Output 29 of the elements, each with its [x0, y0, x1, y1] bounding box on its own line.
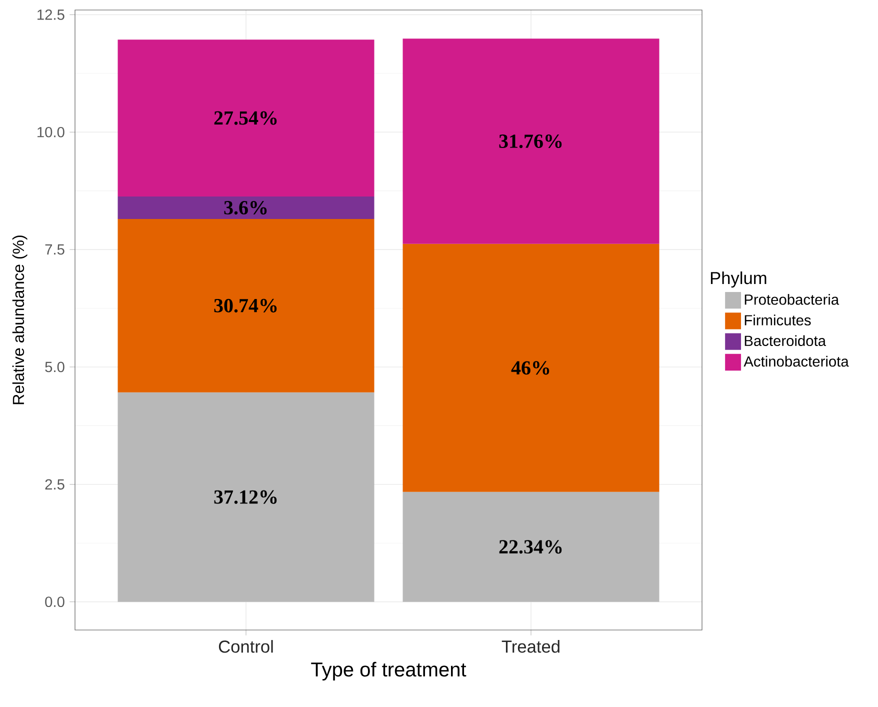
y-tick-label: 12.5: [38, 10, 64, 20]
annotation: 30.74%: [214, 298, 277, 312]
bar: [402, 244, 660, 492]
y-tick-label: 0.0: [45, 596, 64, 608]
legend-label: Actinobacteriota: [744, 356, 849, 367]
annotation: 27.54%: [214, 111, 277, 125]
annotation: 31.76%: [499, 134, 562, 148]
bar: [118, 219, 374, 392]
annotation: 46%: [511, 361, 550, 375]
x-tick-label: Control: [218, 640, 273, 653]
legend-label: Bacteroidota: [744, 335, 826, 346]
y-tick-label: 2.5: [45, 479, 64, 490]
y-axis-title: Relative abundance (%): [12, 236, 28, 404]
x-axis-title: Type of treatment: [311, 662, 466, 681]
annotation: 22.34%: [499, 540, 562, 554]
legend-label: Proteobacteria: [744, 294, 840, 305]
annotation: 3.6%: [224, 200, 267, 215]
bar: [118, 392, 374, 602]
legend-title: Phylum: [710, 271, 766, 288]
bar: [402, 492, 660, 602]
y-tick-label: 10.0: [38, 126, 64, 138]
annotation: 37.12%: [214, 490, 277, 504]
bar: [118, 196, 374, 220]
y-tick-label: 5.0: [45, 362, 64, 372]
y-tick-label: 7.5: [45, 244, 64, 255]
x-tick-label: Treated: [502, 640, 560, 653]
bar: [118, 40, 374, 196]
bar: [402, 38, 660, 244]
legend-label: Firmicutes: [744, 314, 811, 326]
